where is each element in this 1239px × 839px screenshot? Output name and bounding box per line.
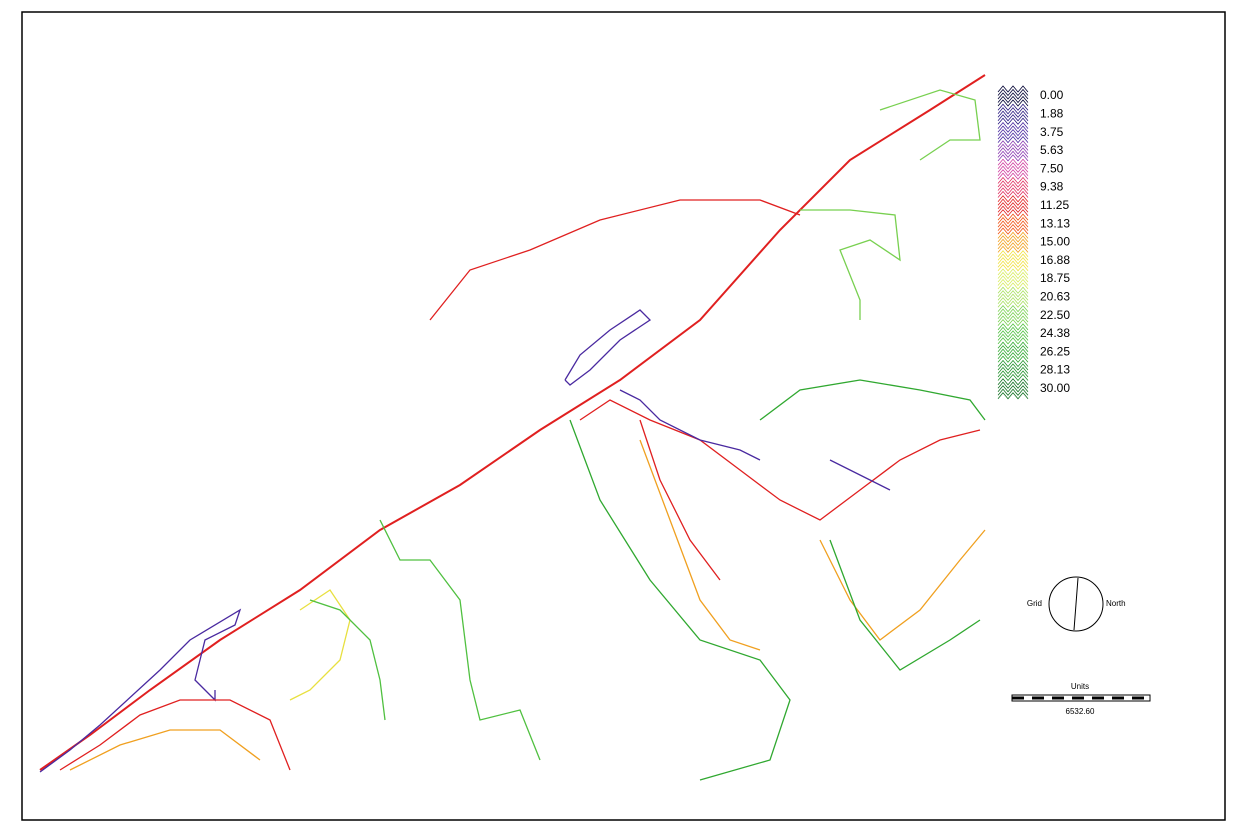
contour-orange <box>820 530 985 640</box>
compass: Grid North <box>1027 577 1126 631</box>
contour-map <box>40 75 985 780</box>
contour-orange <box>70 730 260 770</box>
contour-green <box>880 90 980 160</box>
contour-green <box>380 520 540 760</box>
legend-label: 13.13 <box>1040 216 1070 230</box>
contour-green <box>800 210 900 320</box>
legend-label: 1.88 <box>1040 106 1064 120</box>
legend-label: 3.75 <box>1040 125 1064 139</box>
contour-green <box>830 540 980 670</box>
legend-label: 28.13 <box>1040 363 1070 377</box>
contour-green <box>570 420 790 780</box>
contour-green <box>310 600 385 720</box>
compass-left: Grid <box>1027 599 1042 608</box>
contour-red <box>580 400 980 520</box>
coastline <box>40 75 985 770</box>
legend-swatch <box>998 393 1028 399</box>
legend-label: 26.25 <box>1040 344 1070 358</box>
legend-label: 15.00 <box>1040 235 1070 249</box>
coast-purple <box>40 610 240 772</box>
contour-red <box>60 700 290 770</box>
legend-label: 30.00 <box>1040 381 1070 395</box>
legend-label: 24.38 <box>1040 326 1070 340</box>
legend-label: 22.50 <box>1040 308 1070 322</box>
legend: 0.00 1.88 3.75 5.63 7.50 9.38 11.25 13.13 15.00 1… <box>998 86 1070 399</box>
legend-label: 16.88 <box>1040 253 1070 267</box>
compass-needle <box>1074 578 1078 630</box>
contour-red <box>640 420 720 580</box>
legend-label: 11.25 <box>1040 198 1069 212</box>
legend-label: 5.63 <box>1040 143 1064 157</box>
contour-red <box>430 200 800 320</box>
contour-yellow <box>290 590 350 700</box>
spit <box>565 310 650 385</box>
scale-value: 6532.60 <box>1066 707 1095 716</box>
legend-label: 18.75 <box>1040 271 1070 285</box>
contour-green <box>760 380 985 420</box>
scale-bar: Units 6532.60 <box>1012 682 1150 716</box>
compass-right: North <box>1106 599 1126 608</box>
legend-label: 20.63 <box>1040 289 1070 303</box>
legend-label: 7.50 <box>1040 161 1064 175</box>
legend-label: 0.00 <box>1040 88 1064 102</box>
scale-title: Units <box>1071 682 1089 691</box>
map-page: 0.00 1.88 3.75 5.63 7.50 9.38 11.25 13.13 15.00 1… <box>0 0 1239 839</box>
legend-label: 9.38 <box>1040 180 1064 194</box>
